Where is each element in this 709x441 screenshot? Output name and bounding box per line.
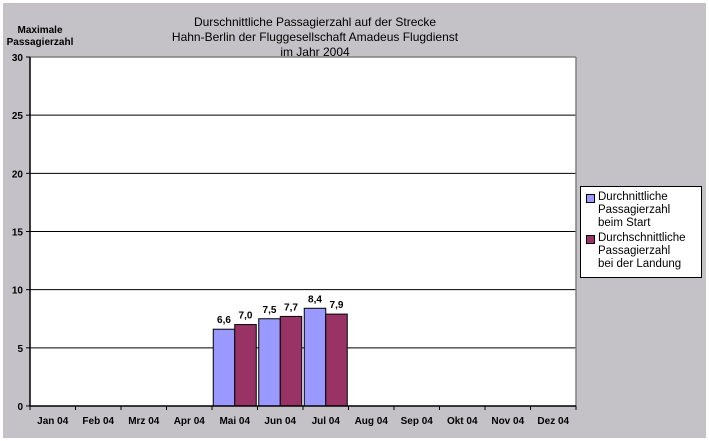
y-tick-label: 10 — [12, 286, 24, 297]
y-tick-label: 0 — [17, 402, 23, 413]
x-tick-label: Nov 04 — [491, 416, 524, 427]
x-tick-label: Dez 04 — [537, 416, 569, 427]
bar-start — [303, 307, 327, 407]
x-tick-label: Mrz 04 — [128, 416, 160, 427]
legend-swatch-start — [586, 194, 595, 203]
bar-landing — [279, 315, 303, 407]
chart-title-line-2: Hahn-Berlin der Fluggesellschaft Amadeus… — [172, 30, 459, 44]
legend-label-landing: Durchschnittliche Passagierzahl bei der … — [598, 232, 686, 271]
chart-title-line-3: im Jahr 2004 — [280, 45, 350, 59]
x-axis-ticks: Jan 04 Feb 04 Mrz 04 Apr 04 Mai 04 Jun 04 Jul … — [37, 416, 569, 427]
x-tick-label: Jan 04 — [37, 416, 69, 427]
data-label: 7,9 — [330, 300, 344, 311]
legend-swatch-landing — [586, 235, 595, 244]
y-tick-label: 15 — [12, 228, 24, 239]
y-tick-label: 20 — [12, 169, 24, 180]
x-tick-label: Aug 04 — [355, 416, 389, 427]
x-tick-label: Jun 04 — [264, 416, 296, 427]
x-tick-label: Feb 04 — [82, 416, 114, 427]
gridlines — [30, 114, 576, 349]
legend-label-landing-line-3: bei der Landung — [598, 258, 682, 270]
legend: Durchnittliche Passagierzahl beim Start … — [580, 186, 702, 278]
y-axis-title-line-1: Maximale — [17, 25, 62, 36]
y-tick-label: 30 — [12, 53, 24, 64]
bar-landing — [325, 313, 348, 407]
data-label: 7,7 — [284, 302, 298, 313]
x-tick-label: Mai 04 — [219, 416, 250, 427]
legend-label-start: Durchnittliche Passagierzahl beim Start — [598, 191, 670, 230]
legend-label-landing-line-2: Passagierzahl — [598, 245, 671, 257]
x-tick-label: Sep 04 — [401, 416, 434, 427]
bar-start — [212, 328, 236, 407]
y-axis-title-line-2: Passagierzahl — [7, 37, 74, 48]
data-label: 6,6 — [217, 315, 231, 326]
x-tick-label: Okt 04 — [447, 416, 478, 427]
data-label: 7,0 — [239, 311, 253, 322]
y-axis-ticks: 0 5 10 15 20 25 30 — [12, 53, 24, 413]
legend-item-start: Durchnittliche Passagierzahl beim Start — [586, 191, 697, 230]
legend-label-start-line-2: Passagierzahl — [598, 204, 671, 216]
y-tick-label: 25 — [12, 111, 24, 122]
data-label: 7,5 — [263, 305, 277, 316]
y-axis-title: Maximale Passagierzahl — [7, 25, 74, 48]
x-tick-label: Apr 04 — [174, 416, 206, 427]
chart-title: Durschnittliche Passagierzahl auf der St… — [172, 15, 459, 59]
y-tick-label: 5 — [17, 344, 23, 355]
x-tick-label: Jul 04 — [312, 416, 341, 427]
bars — [212, 307, 348, 407]
axes — [26, 56, 577, 410]
legend-label-landing-line-1: Durchschnittliche — [598, 232, 686, 244]
chart-title-line-1: Durschnittliche Passagierzahl auf der St… — [194, 15, 436, 29]
bar-start — [258, 318, 281, 407]
data-label: 8,4 — [308, 294, 322, 305]
legend-label-start-line-1: Durchnittliche — [598, 191, 668, 203]
data-labels: 6,6 7,5 8,4 7,0 7,7 7,9 — [217, 294, 344, 326]
bar-landing — [234, 324, 257, 407]
legend-item-landing: Durchschnittliche Passagierzahl bei der … — [586, 232, 697, 271]
legend-label-start-line-3: beim Start — [598, 217, 651, 229]
